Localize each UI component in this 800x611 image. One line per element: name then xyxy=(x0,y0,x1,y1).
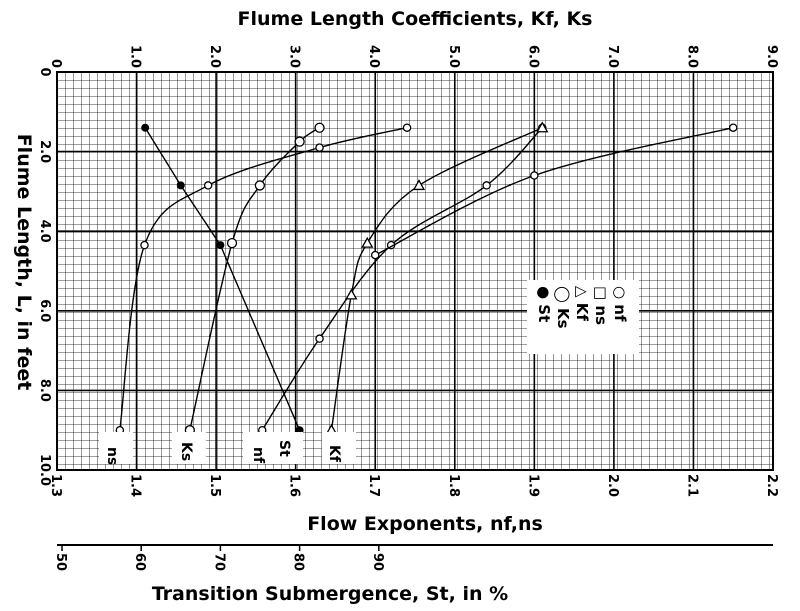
top-tick-label: 7.0 xyxy=(605,45,620,68)
bottom-tick-label: 1.4 xyxy=(128,474,143,497)
bottom-tick-label: 1.5 xyxy=(207,474,222,497)
point-ks xyxy=(294,136,305,147)
left-tick-label: 10.0 xyxy=(37,454,52,486)
submergence-ticks: 50 60 70 80 90 xyxy=(53,545,385,571)
top-tick-label: 2.0 xyxy=(207,45,222,68)
submergence-tick-label: 60 xyxy=(132,553,147,571)
legend-entry-ks: ◯ Ks xyxy=(554,286,572,329)
top-tick-label: 6.0 xyxy=(525,45,540,68)
bottom-tick-label: 1.9 xyxy=(525,474,540,497)
legend-entry-kf: △ Kf xyxy=(573,286,591,321)
legend: ○ nf□ ns△ Kf◯ Ks● St xyxy=(527,280,639,354)
end-label-ks: Ks xyxy=(178,442,194,461)
legend-entry-st: ● St xyxy=(535,286,553,322)
submergence-axis-title: Transition Submergence, St, in % xyxy=(152,583,508,605)
top-tick-label: 4.0 xyxy=(366,45,381,68)
point-aux xyxy=(370,250,380,260)
plot-frame xyxy=(56,71,774,471)
point-aux xyxy=(530,171,539,180)
left-tick-label: 4.0 xyxy=(37,220,52,243)
legend-entry-nf: ○ nf xyxy=(611,286,629,322)
point-aux xyxy=(728,123,738,132)
point-ns xyxy=(402,123,412,132)
point-nf xyxy=(482,181,491,190)
submergence-tick-label: 70 xyxy=(211,553,226,571)
point-kf xyxy=(536,121,549,133)
bottom-tick-label: 1.8 xyxy=(446,474,461,497)
top-tick-label: 1.0 xyxy=(128,45,143,68)
top-tick-label: 9.0 xyxy=(764,45,779,68)
top-axis-title: Flume Length Coefficients, Kf, Ks xyxy=(238,8,593,30)
grid-fine xyxy=(57,72,773,470)
point-ns xyxy=(140,240,149,250)
bottom-ticks: 1.3 1.4 1.5 1.6 1.7 1.8 1.9 2.0 2.1 2.2 xyxy=(48,474,779,497)
legend-entry-ns: □ ns xyxy=(592,286,610,325)
grid-major xyxy=(57,72,773,470)
point-kf xyxy=(361,236,374,248)
point-nf xyxy=(315,334,324,343)
grid xyxy=(56,71,774,471)
point-kf xyxy=(345,288,358,300)
bottom-tick-label: 1.7 xyxy=(366,474,381,497)
submergence-tick-label: 90 xyxy=(370,553,385,571)
series-line-ks xyxy=(189,127,320,431)
top-ticks: 0 1.0 2.0 3.0 4.0 5.0 6.0 7.0 8.0 9.0 xyxy=(48,45,779,68)
point-st xyxy=(141,123,150,132)
curve-end-labels: ns Ks nf St Kf xyxy=(99,432,356,465)
left-ticks: 0 2.0 4.0 6.0 8.0 10.0 xyxy=(37,67,52,486)
left-tick-label: 8.0 xyxy=(37,379,52,402)
top-tick-label: 8.0 xyxy=(684,45,699,68)
series-ns xyxy=(115,123,412,435)
end-label-kf: Kf xyxy=(326,445,342,463)
series-nf xyxy=(258,123,547,435)
left-tick-label: 6.0 xyxy=(37,299,52,322)
top-tick-label: 5.0 xyxy=(446,45,461,68)
point-ks xyxy=(314,122,325,133)
bottom-tick-label: 2.2 xyxy=(764,474,779,497)
submergence-tick-label: 50 xyxy=(53,553,68,571)
bottom-tick-label: 2.1 xyxy=(684,474,699,497)
bottom-tick-label: 1.6 xyxy=(287,474,302,497)
left-tick-label: 2.0 xyxy=(37,140,52,163)
series-line-ns xyxy=(119,127,408,431)
point-ks xyxy=(254,180,266,191)
end-label-nf: nf xyxy=(250,447,266,464)
point-ks xyxy=(226,237,238,249)
top-tick-label: 3.0 xyxy=(287,45,302,68)
bottom-tick-label: 1.3 xyxy=(48,474,63,497)
series-aux xyxy=(370,123,738,260)
end-label-ns: ns xyxy=(104,447,120,465)
bottom-tick-label: 2.0 xyxy=(605,474,620,497)
legend-box xyxy=(527,280,639,354)
bottom-axis-title: Flow Exponents, nf,ns xyxy=(307,513,543,535)
point-ns xyxy=(203,181,213,190)
submergence-tick-label: 80 xyxy=(291,553,306,571)
series-layer xyxy=(115,121,738,436)
series-line-st xyxy=(144,127,301,431)
point-ns xyxy=(315,143,324,152)
end-label-st: St xyxy=(276,440,292,457)
top-tick-label: 0 xyxy=(48,59,63,68)
series-ks xyxy=(184,122,325,436)
left-axis-title: Flume Length, L, in feet xyxy=(13,134,35,391)
point-st xyxy=(176,181,185,190)
point-st xyxy=(216,241,225,250)
series-kf xyxy=(325,121,549,435)
point-kf xyxy=(412,179,426,191)
left-tick-label: 0 xyxy=(37,67,52,76)
